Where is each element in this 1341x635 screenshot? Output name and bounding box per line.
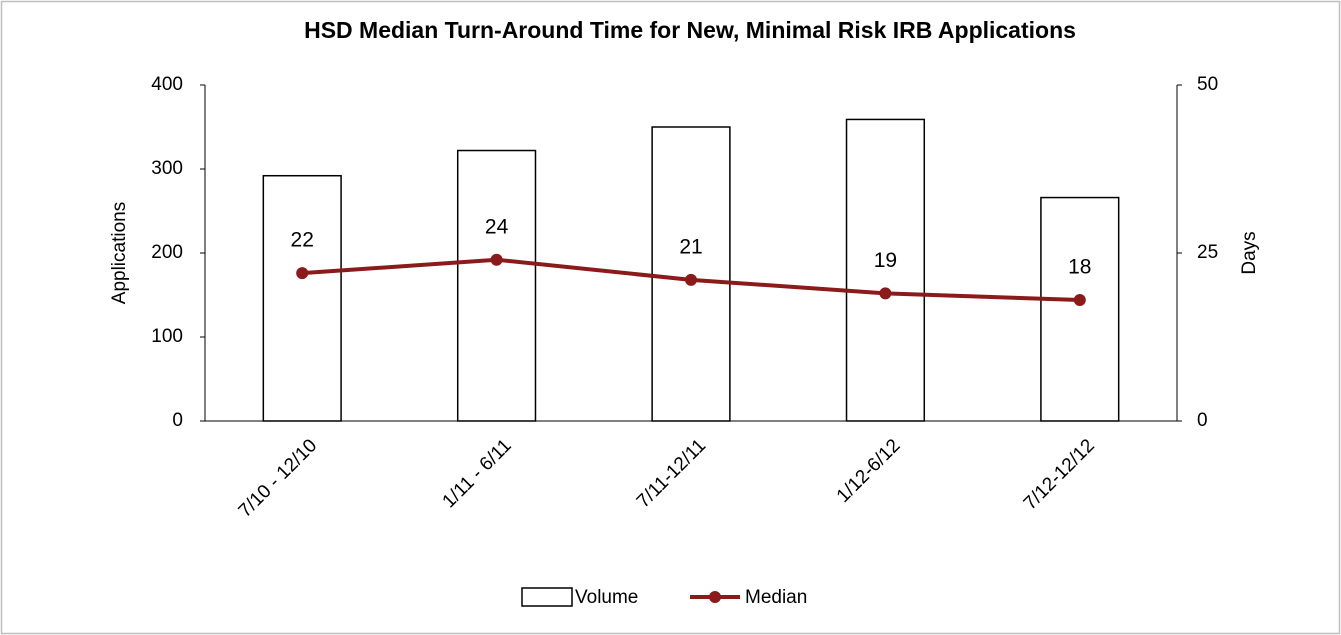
bar	[262, 174, 342, 422]
legend-swatch	[521, 587, 573, 607]
line-marker	[685, 273, 697, 286]
y2-tick-label: 0	[1197, 410, 1208, 431]
bar	[845, 118, 926, 422]
y2-tick-label: 25	[1197, 242, 1218, 263]
line-marker	[879, 287, 892, 300]
y-tick-label: 400	[151, 74, 183, 95]
y-tick-label: 300	[151, 158, 183, 179]
y-tick-label: 100	[151, 326, 183, 347]
data-label: 21	[679, 235, 702, 258]
y-tick-label: 0	[172, 410, 183, 431]
y-tick-label: 200	[151, 242, 183, 263]
data-label: 18	[1068, 256, 1091, 279]
legend-marker	[709, 591, 721, 603]
data-label: 22	[291, 229, 314, 252]
line-marker	[1073, 294, 1086, 307]
chart-title: HSD Median Turn-Around Time for New, Min…	[304, 17, 1076, 43]
bar	[1040, 196, 1120, 422]
bar	[456, 149, 537, 422]
line-marker	[490, 253, 503, 266]
legend-label: Median	[745, 587, 807, 608]
y-axis-title: Applications	[109, 202, 130, 304]
y2-tick-label: 50	[1197, 74, 1218, 95]
data-label: 24	[485, 215, 509, 238]
legend-label: Volume	[575, 587, 638, 608]
y2-axis-title: Days	[1239, 231, 1260, 274]
line-marker	[296, 267, 309, 280]
data-label: 19	[874, 249, 897, 272]
